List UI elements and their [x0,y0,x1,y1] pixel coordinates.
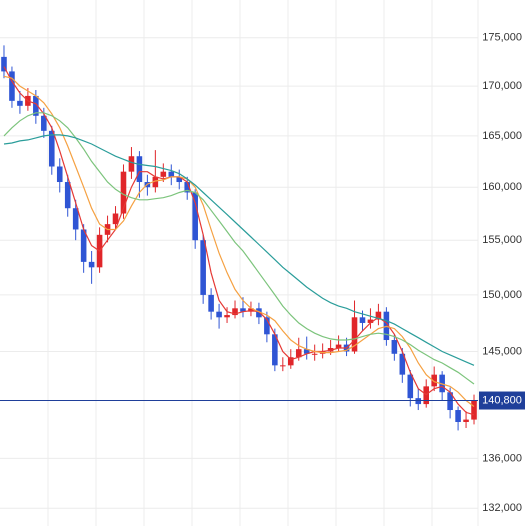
last-price-label: 140,800 [482,394,522,406]
y-tick-label: 150,000 [482,289,522,301]
moving-average [3,134,475,366]
candle-body [17,100,23,106]
candle-body [399,353,406,375]
candle-body [208,294,214,312]
candle-body [160,171,167,177]
y-tick-label: 136,000 [482,452,522,464]
candle-body [200,240,206,295]
candle-body [264,317,270,335]
candle-body [367,319,374,323]
y-tick-label: 170,000 [482,80,522,92]
candle-body [272,334,278,366]
candle-body [295,349,302,358]
candle-body [431,374,437,387]
candle-body [471,400,477,420]
candle-body [303,349,310,354]
candle-body [351,317,358,352]
candle-body [359,317,366,323]
candle-body [9,71,15,101]
y-tick-label: 165,000 [482,130,522,142]
candle-body [463,419,469,422]
candle-body [415,398,422,405]
candle-body [256,308,262,318]
candle-body [216,311,222,318]
candle-body [311,353,318,355]
candle-body [152,176,159,188]
candle-body [224,315,230,318]
y-tick-label: 132,000 [482,502,522,514]
candle-body [168,171,175,177]
candle-body [407,374,414,399]
y-tick-label: 175,000 [482,32,522,44]
candle-body [335,344,342,349]
y-tick-label: 155,000 [482,234,522,246]
candle-body [287,357,294,366]
candle-body [184,182,191,193]
candle-body [1,56,7,72]
candle-body [192,192,198,241]
candle-body [33,95,39,116]
candle-body [56,166,63,183]
last-price-box [479,391,525,410]
candle-body [248,308,254,312]
candle-body [136,156,143,183]
candle-body [232,308,238,316]
candle-body [72,208,79,230]
moving-average [3,75,475,407]
candle-body [128,156,135,172]
candle-body [120,171,127,214]
candle-body [240,308,246,312]
y-tick-label: 160,000 [482,181,522,193]
candle-body [455,410,461,422]
candle-body [88,261,95,268]
candle-body [447,392,453,411]
candle-body [280,365,286,367]
moving-average [3,112,475,385]
candle-body [48,130,55,167]
candle-body [176,176,183,183]
candle-body [64,182,71,209]
candle-body [391,340,398,354]
candle-body [41,115,47,131]
vertical-grid [47,0,479,526]
candle-body [80,229,87,262]
candle-body [112,213,119,225]
candle-body [375,311,382,320]
y-tick-label: 145,000 [482,345,522,357]
